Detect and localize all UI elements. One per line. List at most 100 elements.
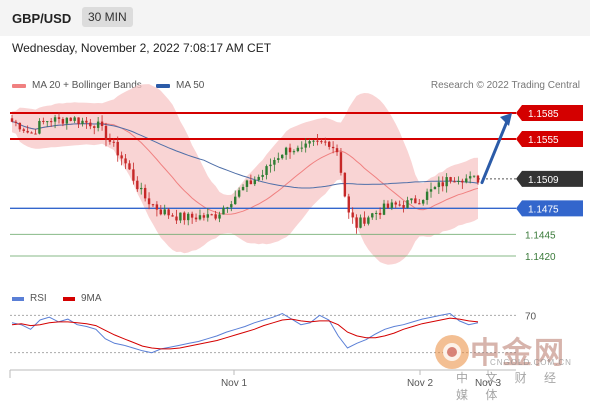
legend-ma20-label: MA 20 + Bollinger Bands <box>32 80 142 91</box>
candle-body <box>136 180 139 190</box>
candle-body <box>316 140 319 142</box>
candle-body <box>410 198 413 201</box>
candle-body <box>202 215 206 218</box>
candle-body <box>386 203 390 208</box>
candle-body <box>300 147 303 149</box>
candle-body <box>414 198 417 204</box>
candle-body <box>324 141 327 143</box>
candle-body <box>441 182 444 187</box>
price-levels <box>10 112 516 257</box>
candle-body <box>382 203 386 215</box>
candle-body <box>14 121 18 123</box>
candle-body <box>61 119 65 124</box>
candle-body <box>30 132 33 134</box>
rsi-ma9-line <box>11 317 479 350</box>
candle-body <box>320 141 323 143</box>
candle-body <box>77 117 80 124</box>
candle-body <box>277 158 280 160</box>
level-label-1.1585: 1.1585 <box>528 109 559 120</box>
candle-body <box>46 121 49 123</box>
candle-body <box>367 217 370 224</box>
legend-ma50: MA 50 <box>156 80 204 91</box>
candle-body <box>296 147 300 152</box>
level-tag-bg-1.1555 <box>516 131 583 147</box>
candle-body <box>38 120 41 134</box>
candle-body <box>190 213 194 218</box>
candle-body <box>406 200 409 208</box>
candle-body <box>394 202 397 205</box>
candle-body <box>112 141 116 143</box>
candle-body <box>93 126 96 128</box>
candle-body <box>433 187 437 190</box>
ma9-swatch <box>63 296 75 301</box>
ma20-swatch <box>12 83 26 88</box>
level-label-1.1475: 1.1475 <box>528 204 559 215</box>
candle-body <box>335 148 339 153</box>
date-line: Wednesday, November 2, 2022 7:08:17 AM C… <box>12 41 272 55</box>
bollinger-band-area <box>12 84 478 265</box>
candle-body <box>42 120 45 122</box>
candles <box>10 112 480 234</box>
timeframe-button[interactable]: 30 MIN <box>82 7 133 27</box>
candle-body <box>347 196 350 213</box>
rsi-panel: 70 <box>10 311 537 354</box>
rsi-swatch <box>12 296 24 301</box>
candle-body <box>163 209 166 215</box>
candle-body <box>265 166 268 175</box>
rsi-level-label: 70 <box>525 311 537 322</box>
credit-text: Research © 2022 Trading Central <box>430 80 580 91</box>
candle-body <box>453 181 456 183</box>
candle-body <box>104 125 108 140</box>
candle-body <box>343 172 347 197</box>
candle-body <box>18 122 22 130</box>
candle-body <box>65 117 69 124</box>
candle-body <box>34 133 37 135</box>
candle-body <box>269 164 272 167</box>
candle-body <box>273 159 276 165</box>
candle-body <box>237 190 241 197</box>
candle-body <box>53 117 57 122</box>
candle-body <box>359 217 362 228</box>
candle-body <box>425 191 429 200</box>
level-label-1.1420: 1.1420 <box>525 252 556 263</box>
candle-body <box>167 209 170 216</box>
watermark-logo-icon <box>435 335 469 369</box>
candle-body <box>183 212 186 221</box>
forecast-arrow-head <box>500 113 512 126</box>
level-label-1.1509: 1.1509 <box>528 175 559 186</box>
candle-body <box>234 196 237 205</box>
candle-body <box>198 215 202 220</box>
watermark-en: CNGOLD.COM.CN <box>490 358 572 367</box>
candle-body <box>253 180 256 185</box>
header-bar: GBP/USD 30 MIN <box>0 0 590 36</box>
candle-body <box>26 130 29 133</box>
candle-body <box>214 214 217 219</box>
candle-body <box>331 146 335 149</box>
candle-body <box>461 180 464 183</box>
legend-9ma: 9MA <box>63 293 102 304</box>
candle-body <box>100 121 104 126</box>
legend-rsi-label: RSI <box>30 293 47 304</box>
candle-body <box>402 205 405 208</box>
candle-body <box>140 187 143 190</box>
candle-body <box>398 204 401 206</box>
candle-body <box>128 163 131 170</box>
candle-body <box>206 214 210 218</box>
candle-body <box>468 176 472 179</box>
level-label-1.1555: 1.1555 <box>528 135 559 146</box>
ma50-swatch <box>156 83 170 88</box>
candle-body <box>222 207 225 215</box>
candle-body <box>73 117 76 121</box>
candle-body <box>371 213 374 218</box>
candle-body <box>85 120 88 123</box>
watermark-cn: 中金网 <box>470 337 566 370</box>
bollinger-bands <box>12 84 478 265</box>
candle-body <box>304 143 307 148</box>
level-tag-bg-1.1509 <box>516 170 583 187</box>
candle-body <box>116 141 119 156</box>
candle-body <box>10 118 14 122</box>
candle-body <box>22 129 25 131</box>
candle-body <box>147 198 151 205</box>
candle-body <box>378 212 382 215</box>
legend-9ma-label: 9MA <box>81 293 102 304</box>
